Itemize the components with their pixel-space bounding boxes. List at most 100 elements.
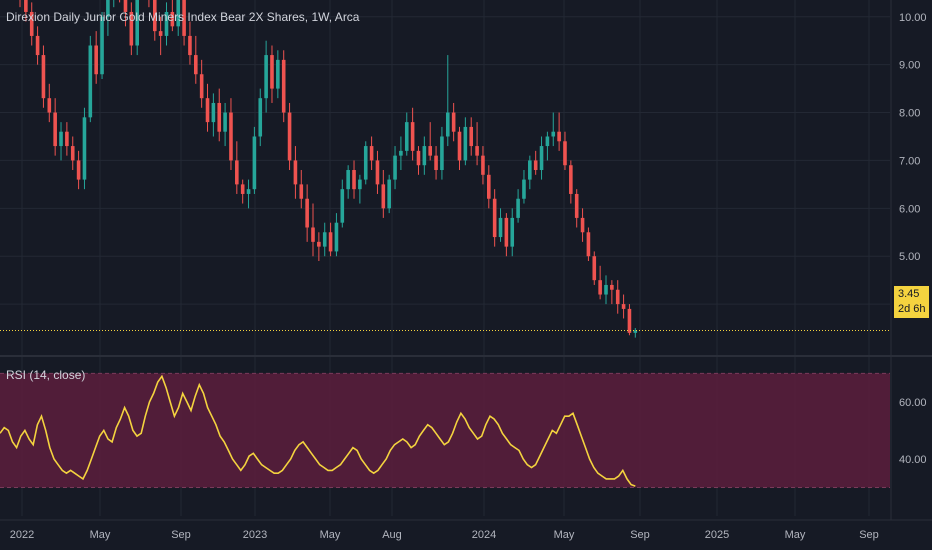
candle	[551, 112, 556, 147]
candle	[621, 294, 626, 319]
candle	[158, 16, 163, 56]
candle	[610, 280, 614, 305]
candle-body	[24, 0, 28, 12]
candle	[205, 83, 210, 132]
candle	[569, 160, 573, 204]
candle-body	[188, 35, 192, 56]
candle	[592, 251, 597, 285]
candle	[404, 112, 409, 156]
time-tick-label: Sep	[630, 529, 650, 541]
candle-body	[211, 102, 216, 123]
candle-body	[194, 55, 198, 75]
candle	[276, 50, 280, 99]
candle-body	[182, 0, 186, 36]
candle	[240, 179, 245, 204]
candle-body	[311, 227, 315, 242]
candle	[188, 21, 192, 65]
candle	[422, 136, 427, 175]
candle	[428, 122, 432, 161]
candle-body	[170, 11, 175, 27]
candle-body	[334, 222, 339, 252]
candle-body	[65, 131, 69, 147]
candle	[106, 0, 110, 36]
candle	[100, 11, 104, 80]
last-price-value: 3.45	[898, 288, 920, 300]
candle-body	[399, 150, 403, 156]
candle-body	[422, 146, 427, 166]
candle	[76, 150, 81, 190]
candle-body	[299, 184, 304, 199]
chart-title: Direxion Daily Junior Gold Miners Index …	[6, 10, 360, 24]
candle-body	[276, 59, 280, 89]
candle	[281, 50, 286, 123]
rsi-title: RSI (14, close)	[6, 368, 86, 382]
time-tick-label: May	[320, 529, 341, 541]
candle-body	[598, 280, 602, 295]
candle-body	[328, 232, 333, 252]
candle-body	[293, 160, 298, 185]
time-axis: 2022 May Sep 2023 May Aug 2024 May Sep 2025 May Sep	[10, 529, 879, 541]
candle-body	[358, 179, 362, 190]
candle	[399, 136, 403, 171]
candle	[469, 117, 474, 156]
candle	[381, 170, 386, 218]
candle-body	[29, 11, 34, 36]
price-tick-label: 8.00	[899, 108, 920, 120]
candle	[299, 170, 304, 209]
candle-body	[610, 284, 614, 290]
candle-body	[627, 308, 632, 333]
candle-body	[317, 241, 321, 247]
candle-body	[492, 198, 497, 238]
candle-body	[563, 141, 567, 166]
candle	[135, 0, 139, 56]
candle	[340, 179, 345, 228]
rsi-band	[0, 373, 890, 488]
candle-body	[551, 131, 556, 137]
candle	[533, 150, 538, 175]
candle-body	[621, 304, 626, 309]
candle	[516, 189, 520, 223]
candle	[346, 165, 350, 199]
candle	[287, 102, 292, 171]
candle-body	[94, 45, 98, 75]
candle-body	[498, 217, 503, 238]
rsi-tick-label: 60.00	[899, 397, 927, 409]
candle	[82, 107, 87, 190]
candle	[580, 208, 585, 242]
candle	[598, 265, 602, 300]
rsi-tick-label: 40.00	[899, 454, 927, 466]
candle-body	[340, 189, 345, 223]
time-tick-label: Sep	[859, 529, 879, 541]
candle	[440, 126, 444, 180]
candle-body	[281, 59, 286, 113]
candle	[270, 45, 274, 103]
candle	[41, 45, 46, 108]
candle-body	[47, 98, 52, 113]
countdown-label: 2d 6h	[898, 303, 926, 315]
candle	[252, 126, 257, 194]
candle-body	[574, 193, 579, 218]
rsi-axis: 60.00 40.00	[899, 397, 927, 466]
candle-body	[129, 11, 134, 46]
candle	[24, 0, 28, 22]
rsi-line	[0, 374, 636, 487]
candle	[498, 208, 503, 242]
candle-body	[604, 284, 608, 295]
candle-body	[346, 170, 350, 190]
candle-body	[264, 55, 268, 99]
candle-body	[469, 126, 474, 147]
candle-body	[88, 45, 93, 118]
candle-body	[35, 35, 40, 56]
candle-body	[416, 150, 421, 166]
candle	[317, 232, 321, 262]
candle-body	[557, 131, 561, 142]
candle	[492, 189, 497, 247]
candle-body	[487, 174, 491, 199]
candle	[47, 83, 52, 123]
candle	[334, 213, 339, 257]
candle-body	[305, 198, 309, 228]
candle-body	[586, 232, 591, 257]
candle-body	[375, 160, 380, 185]
price-tick-label: 10.00	[899, 12, 927, 24]
